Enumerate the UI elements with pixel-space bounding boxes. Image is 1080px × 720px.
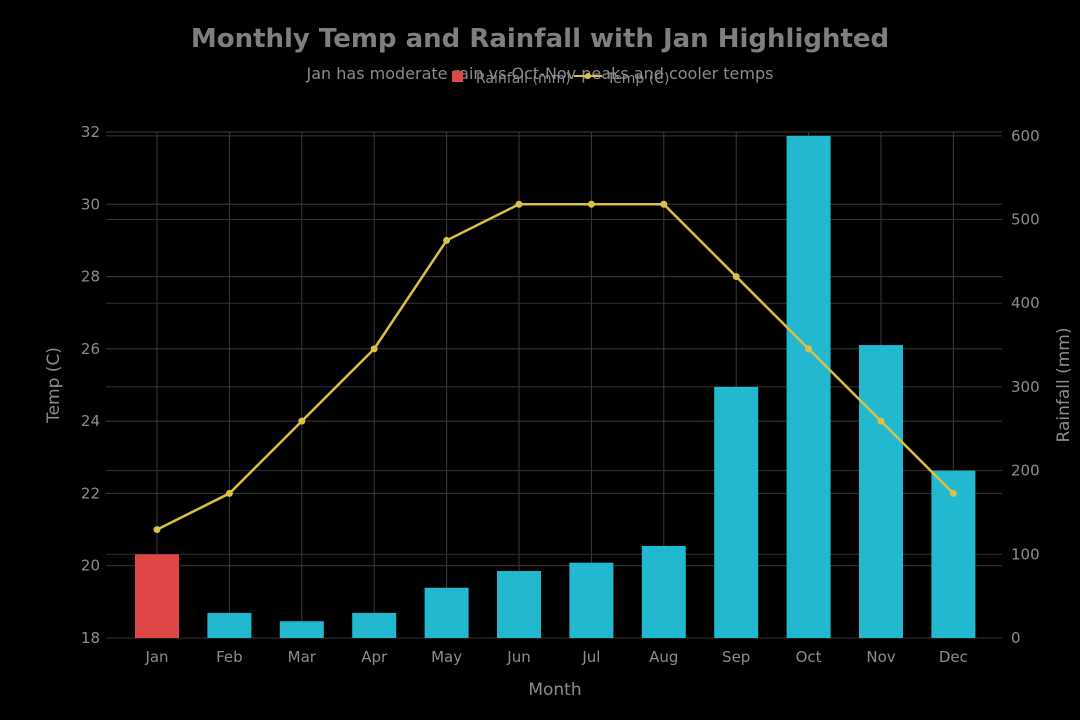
rainfall-bar-sep — [714, 386, 759, 638]
x-tick-label: Dec — [939, 648, 968, 666]
y-left-tick-label: 24 — [81, 412, 100, 430]
temp-point-dec — [949, 489, 957, 497]
x-tick-label: Jul — [581, 648, 600, 666]
rainfall-bar-apr — [352, 612, 397, 638]
x-axis-label: Month — [528, 680, 581, 700]
x-tick-label: Jan — [144, 648, 168, 666]
rainfall-bar-jun — [497, 571, 541, 638]
x-tick-label: Sep — [722, 648, 750, 666]
y-left-tick-label: 26 — [81, 340, 100, 358]
temp-line-series — [153, 200, 957, 534]
rainfall-bar-jul — [569, 562, 614, 638]
x-tick-label: Oct — [796, 648, 822, 666]
y-left-tick-label: 28 — [81, 268, 100, 286]
temp-point-sep — [732, 273, 740, 281]
rainfall-bar-nov — [859, 345, 903, 638]
x-tick-label: Aug — [649, 648, 678, 666]
chart-title: Monthly Temp and Rainfall with Jan Highl… — [191, 24, 889, 54]
temp-line — [156, 203, 955, 531]
axes: 18 20 22 24 26 28 30 32 0 100 200 300 400 500 600 Jan Fe… — [81, 123, 1040, 666]
temp-point-may — [443, 236, 451, 244]
y-left-tick-label: 22 — [81, 484, 100, 502]
y-right-tick-label: 400 — [1011, 294, 1040, 312]
y-axis-left-label: Temp (C) — [44, 347, 64, 424]
temp-point-jan — [153, 526, 161, 534]
y-right-tick-label: 100 — [1011, 545, 1040, 563]
rainfall-bar-mar — [279, 621, 324, 638]
y-left-tick-label: 20 — [81, 557, 100, 575]
temp-point-mar — [298, 417, 306, 425]
x-tick-label: Jun — [506, 648, 530, 666]
legend-temp-marker — [585, 73, 591, 79]
legend-rainfall-swatch — [452, 71, 463, 82]
rainfall-bar-dec — [931, 470, 976, 638]
y-left-tick-label: 32 — [81, 123, 100, 141]
x-tick-label: Mar — [288, 648, 317, 666]
rainfall-bar-jan — [135, 554, 179, 638]
x-tick-label: Feb — [216, 648, 243, 666]
rainfall-bars — [135, 135, 976, 638]
temp-point-feb — [225, 489, 233, 497]
y-right-tick-label: 200 — [1011, 462, 1040, 480]
y-right-tick-label: 0 — [1011, 629, 1021, 647]
y-left-tick-label: 30 — [81, 195, 100, 213]
legend: Rainfall (mm) Temp (C) — [452, 71, 669, 87]
temp-point-apr — [370, 345, 378, 353]
y-right-tick-label: 300 — [1011, 378, 1040, 396]
x-tick-label: Nov — [866, 648, 895, 666]
x-tick-label: Apr — [361, 648, 388, 666]
rainfall-bar-aug — [641, 545, 686, 638]
temp-point-oct — [805, 345, 813, 353]
temp-point-jul — [587, 200, 595, 208]
temp-point-jun — [515, 200, 523, 208]
temp-point-aug — [660, 200, 668, 208]
chart-subtitle: Jan has moderate rain vs Oct-Nov peaks a… — [306, 64, 774, 83]
rainfall-bar-feb — [207, 612, 252, 638]
y-right-tick-label: 600 — [1011, 127, 1040, 145]
rainfall-bar-may — [424, 587, 469, 638]
y-right-tick-label: 500 — [1011, 211, 1040, 229]
rainfall-bar-oct — [786, 135, 831, 638]
temp-point-nov — [877, 417, 885, 425]
y-axis-right-label: Rainfall (mm) — [1054, 328, 1074, 443]
legend-rainfall-label: Rainfall (mm) — [476, 71, 571, 87]
y-left-tick-label: 18 — [81, 629, 100, 647]
x-tick-label: May — [431, 648, 462, 666]
legend-temp-label: Temp (C) — [606, 71, 669, 87]
